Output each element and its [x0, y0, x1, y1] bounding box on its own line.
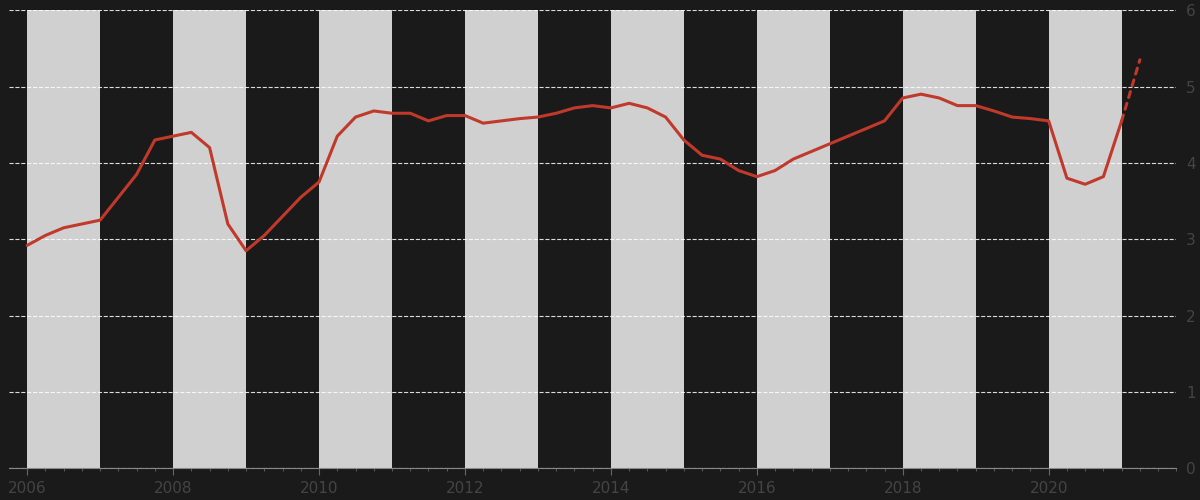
Bar — [246, 10, 319, 468]
Bar — [538, 10, 611, 468]
Bar — [464, 10, 538, 468]
Bar — [28, 10, 100, 468]
Bar — [1122, 10, 1195, 468]
Bar — [1049, 10, 1122, 468]
Bar — [976, 10, 1049, 468]
Bar — [392, 10, 464, 468]
Bar — [757, 10, 829, 468]
Bar — [100, 10, 173, 468]
Bar — [684, 10, 757, 468]
Bar — [902, 10, 976, 468]
Bar — [829, 10, 902, 468]
Bar — [611, 10, 684, 468]
Bar — [173, 10, 246, 468]
Bar — [319, 10, 392, 468]
